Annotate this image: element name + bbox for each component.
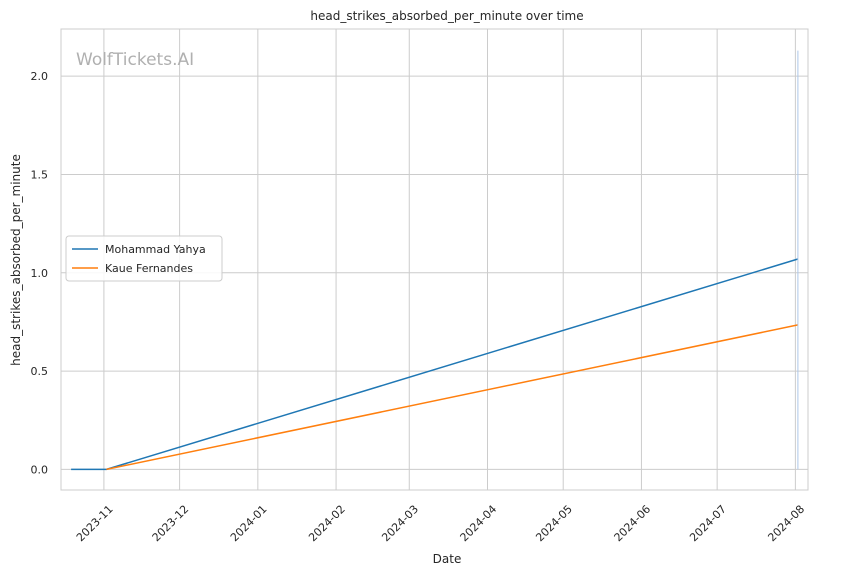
y-tick-label: 0.0 — [31, 463, 49, 476]
legend-label-mohammad-yahya: Mohammad Yahya — [105, 243, 206, 256]
y-axis-title: head_strikes_absorbed_per_minute — [9, 154, 23, 366]
series-line-kaue-fernandes — [106, 324, 799, 471]
series-lines — [71, 258, 799, 471]
y-tick-label: 1.0 — [31, 267, 49, 280]
plot-area-frame — [60, 28, 809, 491]
legend: Mohammad Yahya Kaue Fernandes — [65, 235, 223, 282]
x-tick-label: 2023-11 — [74, 503, 116, 545]
series-line-mohammad-yahya — [71, 258, 799, 471]
legend-label-kaue-fernandes: Kaue Fernandes — [105, 262, 193, 275]
x-tick-label: 2024-01 — [228, 503, 270, 545]
chart-title: head_strikes_absorbed_per_minute over ti… — [310, 9, 583, 23]
x-tick-label: 2024-03 — [379, 503, 421, 545]
y-tick-label: 1.5 — [31, 168, 49, 181]
x-tick-label: 2024-05 — [533, 503, 575, 545]
y-tick-label: 2.0 — [31, 70, 49, 83]
x-tick-label: 2024-07 — [687, 503, 729, 545]
x-tick-label: 2023-12 — [150, 503, 192, 545]
x-tick-label: 2024-04 — [458, 503, 500, 545]
y-tick-label: 0.5 — [31, 365, 49, 378]
watermark: WolfTickets.AI — [76, 50, 194, 70]
x-tick-label: 2024-08 — [765, 503, 807, 545]
grid — [61, 29, 808, 490]
x-tick-label: 2024-02 — [306, 503, 348, 545]
x-axis-title: Date — [433, 552, 462, 566]
legend-box — [65, 235, 223, 282]
x-tick-label: 2024-06 — [612, 503, 654, 545]
x-tick-labels: 2023-11 2023-12 2024-01 2024-02 2024-03 2024-… — [74, 503, 807, 545]
y-tick-labels: 0.0 0.5 1.0 1.5 2.0 — [31, 70, 49, 476]
